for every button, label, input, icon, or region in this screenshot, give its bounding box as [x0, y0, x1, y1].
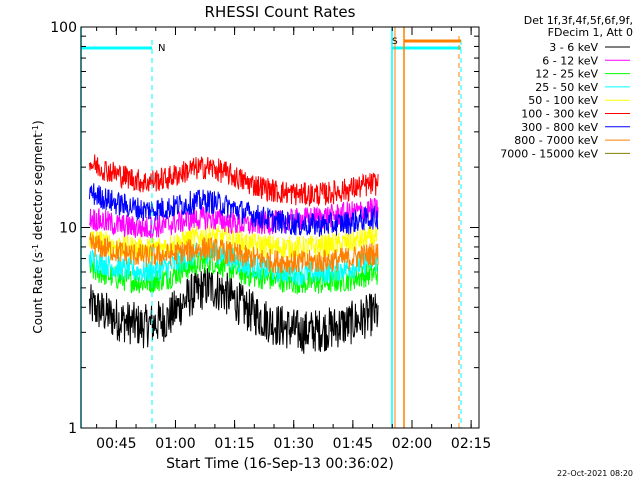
series-line-6 — [89, 183, 379, 237]
legend-label-6: 300 - 800 keV — [521, 121, 598, 134]
series-line-7 — [89, 232, 379, 274]
series-line-5 — [89, 154, 379, 207]
legend-header-1: FDecim 1, Att 0 — [548, 26, 633, 39]
series-line-1 — [89, 198, 379, 240]
legend-label-1: 6 - 12 keV — [542, 54, 598, 67]
y-tick-label-2: 100 — [50, 20, 77, 36]
y-tick-label-0: 1 — [68, 421, 77, 437]
legend-label-8: 7000 - 15000 keV — [500, 147, 598, 160]
series-line-0 — [89, 267, 379, 354]
x-tick-label-5: 02:00 — [392, 436, 432, 452]
x-tick-label-0: 00:45 — [96, 436, 136, 452]
chart-title: RHESSI Count Rates — [205, 3, 356, 21]
legend-label-0: 3 - 6 keV — [549, 41, 598, 54]
x-axis-label: Start Time (16-Sep-13 00:36:02) — [166, 456, 394, 472]
x-tick-label-3: 01:30 — [274, 436, 314, 452]
legend-label-4: 50 - 100 keV — [528, 94, 598, 107]
x-tick-label-6: 02:15 — [451, 436, 491, 452]
legend-header-0: Det 1f,3f,4f,5f,6f,9f, — [524, 14, 633, 27]
saa-label: S — [392, 37, 398, 47]
y-axis-label: Count Rate (s-1 detector segment-1) — [31, 120, 46, 333]
y-tick-label-1: 10 — [59, 221, 77, 237]
x-tick-label-4: 01:45 — [333, 436, 373, 452]
legend-label-7: 800 - 7000 keV — [514, 134, 598, 147]
x-tick-label-1: 01:00 — [155, 436, 195, 452]
x-tick-label-2: 01:15 — [214, 436, 254, 452]
night-label: N — [158, 43, 165, 54]
legend-label-2: 12 - 25 keV — [535, 68, 598, 81]
legend-label-3: 25 - 50 keV — [535, 81, 598, 94]
legend-label-5: 100 - 300 keV — [521, 108, 598, 121]
series-line-4 — [89, 223, 379, 261]
date-stamp: 22-Oct-2021 08:20 — [557, 469, 633, 478]
